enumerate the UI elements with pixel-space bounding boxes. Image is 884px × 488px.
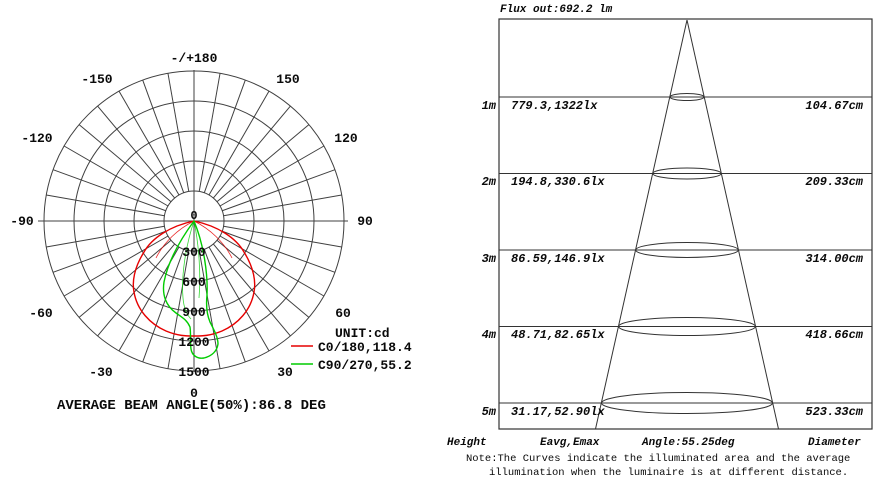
radial-label-300: 300: [182, 245, 206, 260]
cone-beam-sides: [595, 19, 779, 430]
cone-frame: [498, 18, 873, 430]
diameter-4m: 418.66cm: [805, 328, 863, 342]
eavg-emax-2m: 194.8,330.6lx: [511, 175, 605, 189]
angle-label-0: 0: [190, 386, 198, 401]
eavg-emax-3m: 86.59,146.9lx: [511, 252, 605, 266]
angle-label-30: 30: [277, 365, 293, 380]
angle-label-minus150: -150: [81, 72, 112, 87]
note-line-2: illumination when the luminaire is at di…: [489, 467, 849, 479]
angle-label-60: 60: [335, 306, 351, 321]
cone-distance-lines: [499, 96, 872, 404]
angle-label-minus90: -90: [10, 214, 34, 229]
angle-label-90: 90: [357, 214, 373, 229]
height-label-1m: 1m: [481, 99, 496, 113]
radial-label-0: 0: [190, 209, 197, 223]
note-line-1: Note:The Curves indicate the illuminated…: [466, 453, 851, 465]
angle-label-150: 150: [276, 72, 300, 87]
angle-label-180: -/+180: [171, 51, 218, 66]
radial-label-900: 900: [182, 305, 206, 320]
legend-label-c0: C0/180,118.4: [318, 340, 412, 355]
footer-angle-header: Angle:55.25deg: [642, 437, 735, 449]
radial-label-1200: 1200: [178, 335, 209, 350]
angle-label-minus120: -120: [21, 131, 52, 146]
average-beam-angle-caption: AVERAGE BEAM ANGLE(50%):86.8 DEG: [57, 398, 326, 414]
angle-label-minus30: -30: [89, 365, 113, 380]
legend-label-c90: C90/270,55.2: [318, 358, 412, 373]
angle-label-minus60: -60: [29, 306, 53, 321]
eavg-emax-5m: 31.17,52.90lx: [511, 405, 605, 419]
height-label-3m: 3m: [481, 252, 496, 266]
footer-eavg-emax-header: Eavg,Emax: [540, 437, 600, 449]
curve-c180-inner: [155, 220, 233, 259]
eavg-emax-1m: 779.3,1322lx: [511, 99, 598, 113]
height-label-2m: 2m: [481, 175, 496, 189]
footer-height-header: Height: [447, 437, 487, 449]
radial-label-1500: 1500: [178, 365, 209, 380]
diameter-3m: 314.00cm: [805, 252, 863, 266]
diameter-5m: 523.33cm: [805, 405, 863, 419]
cone-spot-ellipses: [601, 93, 773, 414]
flux-out-label: Flux out:692.2 lm: [500, 4, 613, 16]
eavg-emax-4m: 48.71,82.65lx: [511, 328, 605, 342]
curve-c90-270: [162, 219, 219, 359]
height-label-4m: 4m: [481, 328, 496, 342]
curve-c270-inner: [182, 220, 201, 320]
angle-label-120: 120: [334, 131, 358, 146]
height-label-5m: 5m: [481, 405, 496, 419]
radial-label-600: 600: [182, 275, 206, 290]
diameter-2m: 209.33cm: [805, 175, 863, 189]
footer-diameter-header: Diameter: [808, 437, 861, 449]
legend-unit-label: UNIT:cd: [335, 326, 390, 341]
diameter-1m: 104.67cm: [805, 99, 863, 113]
curve-c0-180: [132, 220, 256, 337]
cone-diagram: [498, 18, 873, 430]
